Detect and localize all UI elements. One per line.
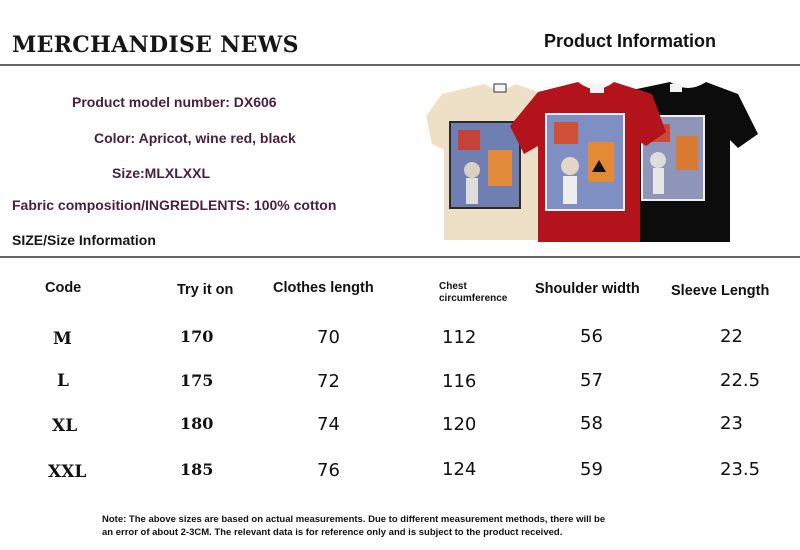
header-code: Code bbox=[45, 280, 82, 296]
row-l-try-on: 175 bbox=[180, 371, 214, 390]
row-m-try-on: 170 bbox=[180, 327, 214, 346]
row-xxl-chest: 124 bbox=[442, 459, 477, 480]
product-fabric: Fabric composition/INGREDLENTS: 100% cot… bbox=[12, 197, 337, 213]
note-line-2: an error of about 2-3CM. The relevant da… bbox=[102, 527, 563, 538]
row-xxl-code: XXL bbox=[48, 462, 87, 482]
note-line-1: Note: The above sizes are based on actua… bbox=[102, 514, 606, 525]
header-sleeve-length: Sleeve Length bbox=[671, 283, 770, 299]
row-xxl-try-on: 185 bbox=[180, 460, 214, 479]
apricot-tshirt bbox=[426, 83, 540, 240]
section-title: Product Information bbox=[544, 31, 716, 51]
header-divider bbox=[0, 64, 800, 66]
row-l-shoulder: 57 bbox=[580, 370, 603, 391]
measurement-note: Note: The above sizes are based on actua… bbox=[102, 513, 742, 539]
product-color: Color: Apricot, wine red, black bbox=[94, 130, 296, 146]
row-xl-chest: 120 bbox=[442, 414, 477, 435]
row-xl-code: XL bbox=[52, 416, 78, 436]
header-clothes-length: Clothes length bbox=[273, 280, 374, 296]
row-xxl-sleeve: 23.5 bbox=[720, 459, 761, 480]
row-m-code: M bbox=[53, 329, 72, 349]
row-l-chest: 116 bbox=[442, 371, 477, 392]
header-chest: Chest circumference bbox=[439, 281, 507, 305]
row-l-length: 72 bbox=[317, 371, 340, 392]
row-xxl-shoulder: 59 bbox=[580, 459, 603, 480]
product-model: Product model number: DX606 bbox=[72, 94, 277, 110]
header-chest-line1: Chest bbox=[439, 281, 467, 292]
row-m-shoulder: 56 bbox=[580, 326, 603, 347]
product-size: Size:MLXLXXL bbox=[112, 165, 211, 181]
header-chest-line2: circumference bbox=[439, 293, 508, 304]
brand-title: MERCHANDISE NEWS bbox=[12, 32, 299, 58]
row-l-code: L bbox=[57, 371, 69, 391]
table-divider bbox=[0, 256, 800, 258]
row-m-length: 70 bbox=[317, 327, 340, 348]
wine-red-tshirt bbox=[510, 82, 666, 242]
product-photo bbox=[420, 76, 760, 246]
row-xl-shoulder: 58 bbox=[580, 413, 603, 434]
row-m-chest: 112 bbox=[442, 327, 477, 348]
row-xl-length: 74 bbox=[317, 414, 340, 435]
header-shoulder-width: Shoulder width bbox=[535, 281, 640, 297]
header-try-on: Try it on bbox=[177, 282, 234, 298]
row-xl-sleeve: 23 bbox=[720, 413, 743, 434]
size-info-label: SIZE/Size Information bbox=[12, 232, 156, 248]
black-tshirt bbox=[632, 82, 758, 242]
row-l-sleeve: 22.5 bbox=[720, 370, 761, 391]
row-xxl-length: 76 bbox=[317, 460, 340, 481]
row-m-sleeve: 22 bbox=[720, 326, 743, 347]
row-xl-try-on: 180 bbox=[180, 414, 214, 433]
